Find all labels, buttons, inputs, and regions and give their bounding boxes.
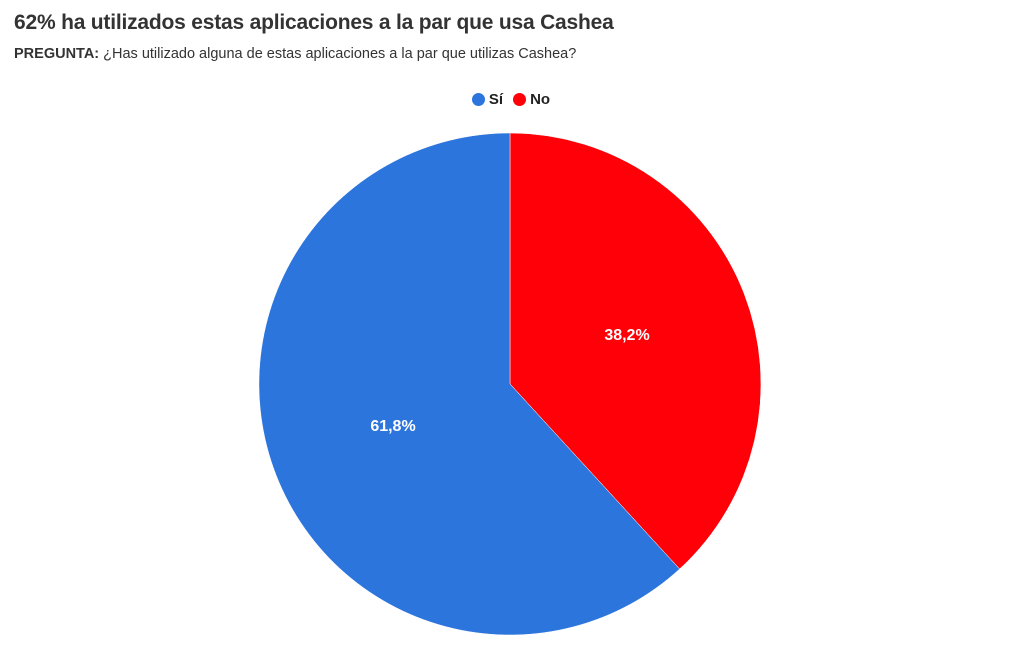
question-text: ¿Has utilizado alguna de estas aplicacio…: [99, 46, 577, 62]
question-label: PREGUNTA:: [14, 46, 100, 62]
legend-swatch-si-icon: [471, 93, 485, 106]
legend-label-no: No: [530, 91, 551, 108]
legend-item-no[interactable]: No: [511, 91, 550, 108]
pie-slice-si[interactable]: [258, 132, 680, 636]
chart-subtitle: PREGUNTA: ¿Has utilizado alguna de estas…: [14, 46, 576, 62]
slice-label-si: 61,8%: [370, 418, 415, 435]
legend-swatch-no-icon: [513, 93, 527, 106]
chart-title: 62% ha utilizados estas aplicaciones a l…: [14, 11, 614, 34]
legend: Sí No: [0, 91, 1020, 108]
legend-label-si: Sí: [488, 91, 504, 108]
slice-label-no: 38,2%: [604, 327, 649, 344]
legend-item-si[interactable]: Sí: [470, 91, 503, 108]
pie-slice-no[interactable]: [509, 132, 762, 570]
